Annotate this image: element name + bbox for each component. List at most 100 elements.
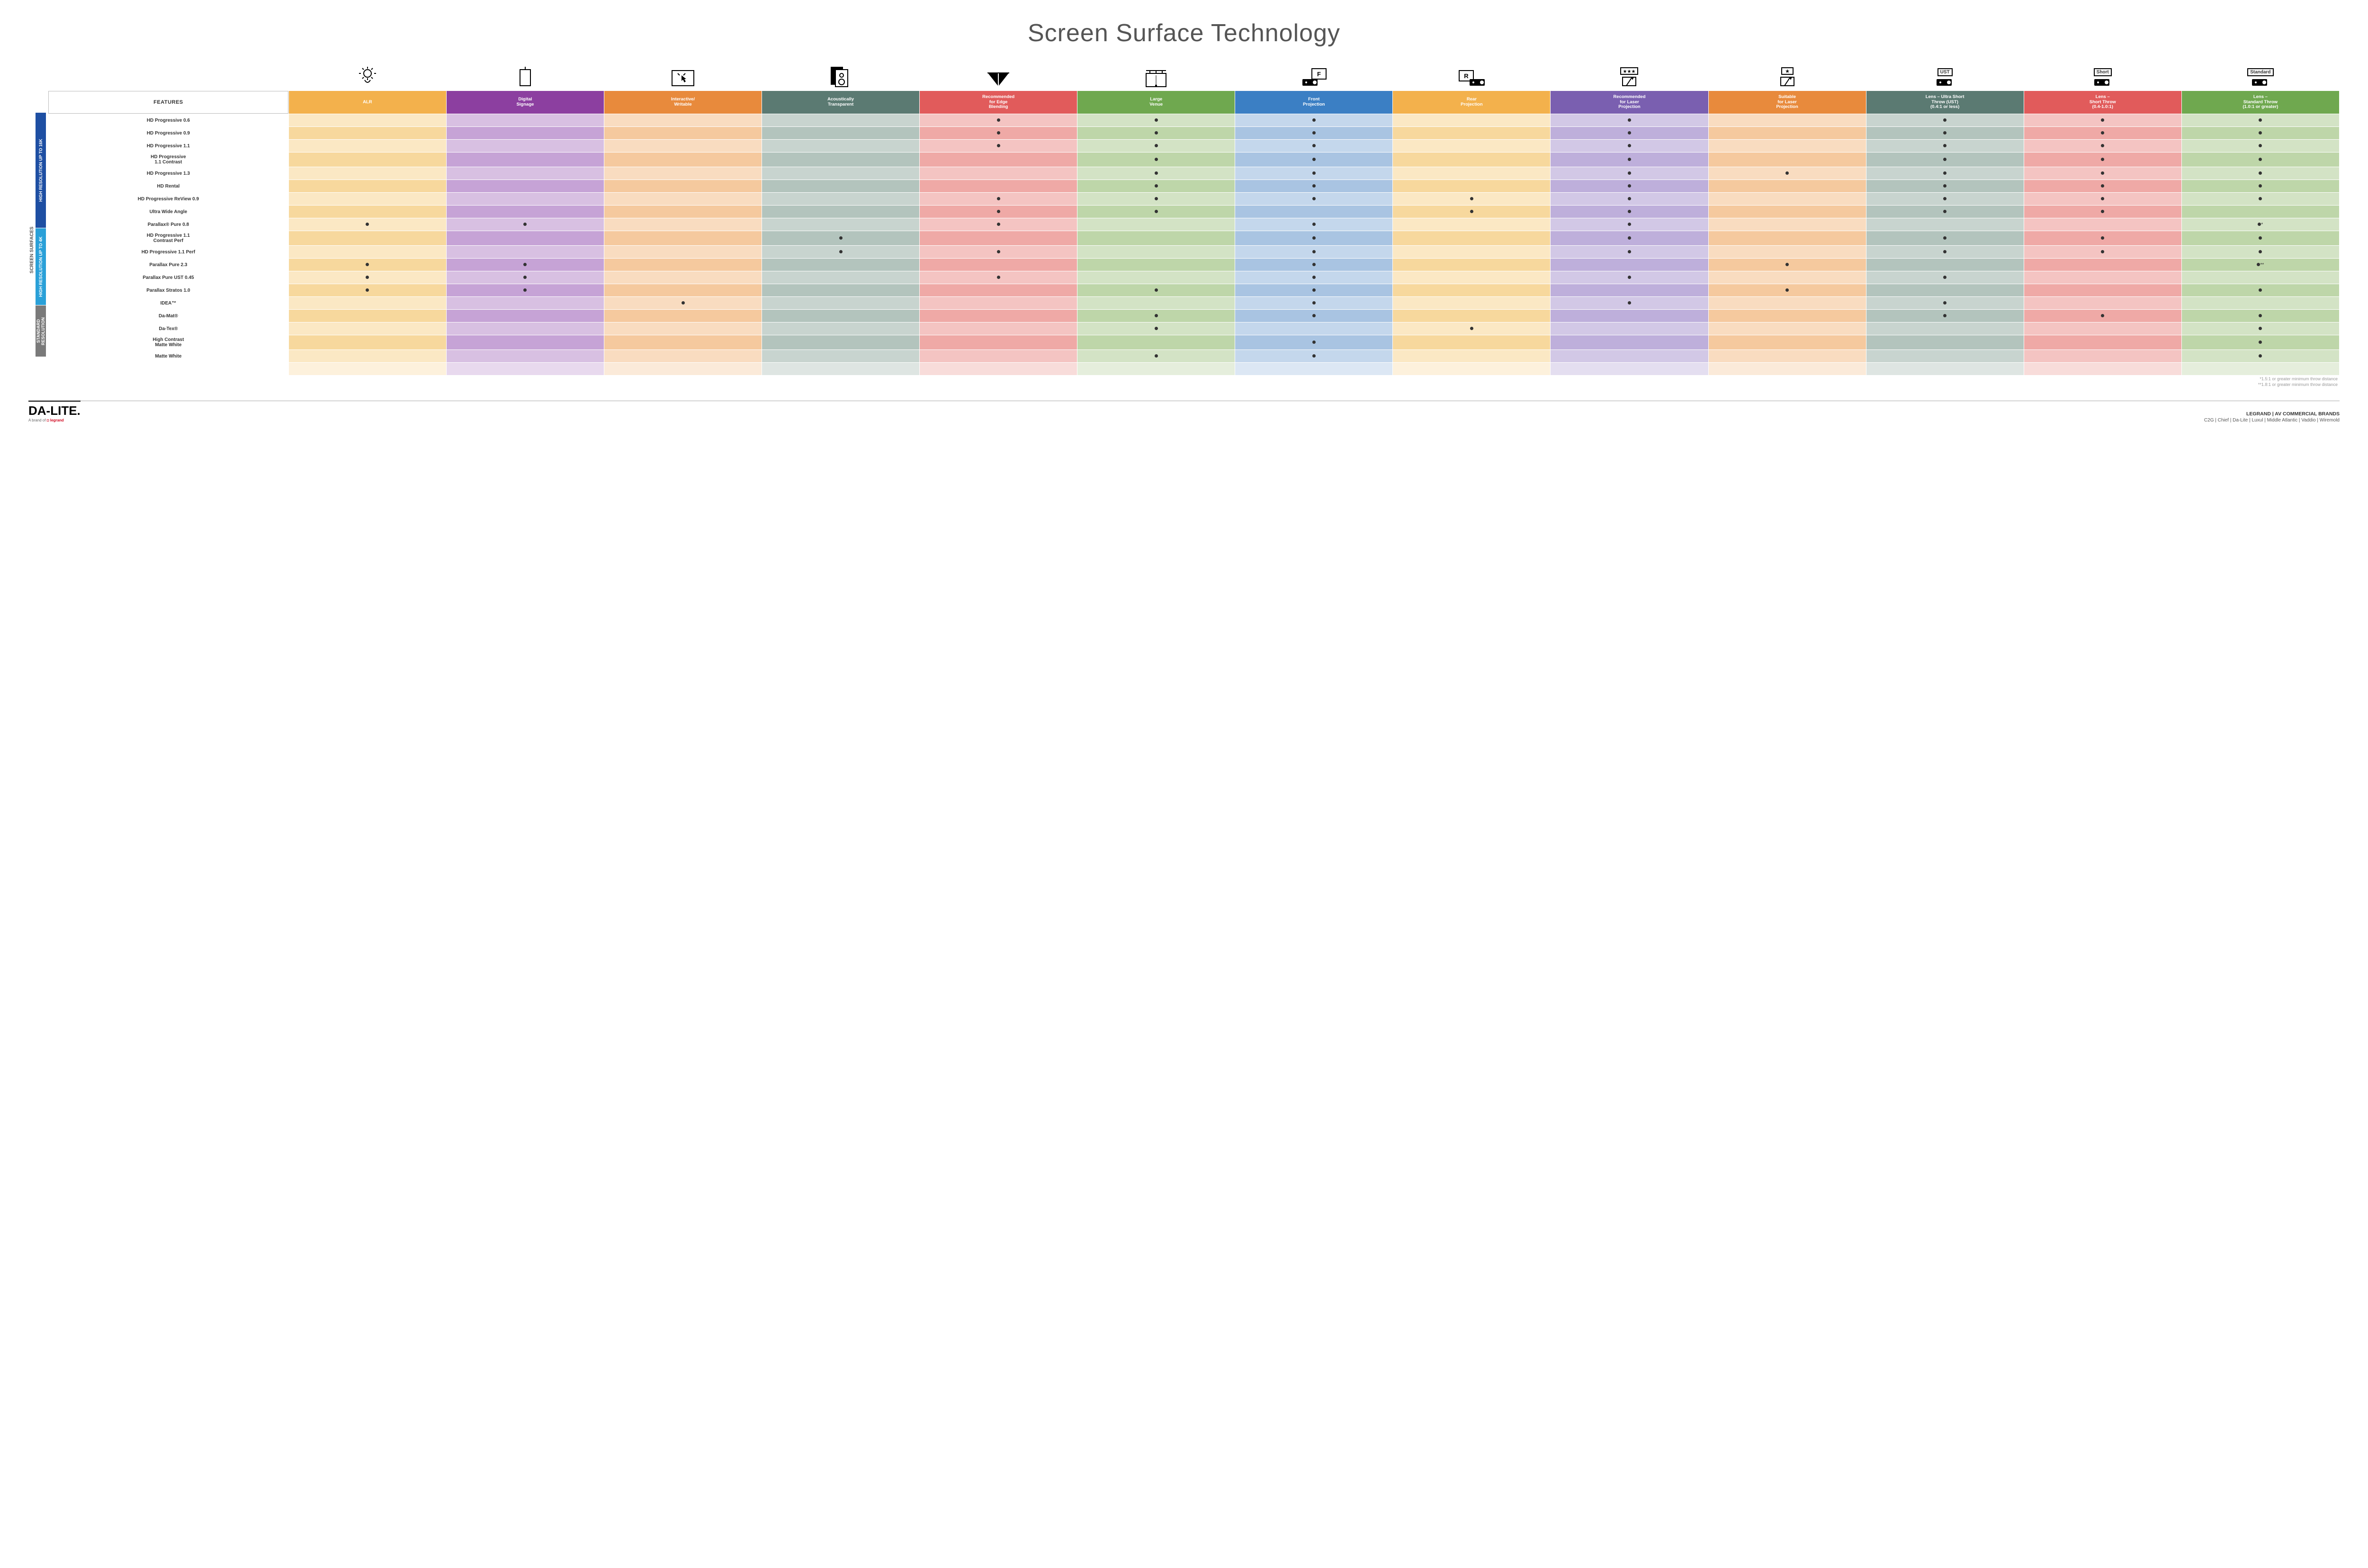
cell — [289, 218, 446, 231]
cell — [1077, 284, 1235, 296]
cell — [920, 167, 1077, 179]
cell — [1393, 323, 1550, 335]
cell — [1866, 310, 2024, 322]
cell — [920, 323, 1077, 335]
cell — [447, 193, 604, 205]
cell — [1709, 114, 1866, 126]
row-label: Da-Mat® — [48, 310, 288, 322]
column-header-short: Lens –Short Throw(0.4-1.0:1) — [2024, 91, 2181, 114]
cell — [1077, 140, 1235, 152]
table-row: High ContrastMatte White — [48, 335, 2339, 349]
cell — [1866, 193, 2024, 205]
cell — [2182, 140, 2339, 152]
cell — [762, 259, 919, 271]
cell — [1393, 127, 1550, 139]
cell — [289, 152, 446, 167]
cell — [289, 335, 446, 349]
cell — [1551, 180, 1708, 192]
cell — [2024, 335, 2181, 349]
cell — [1235, 167, 1392, 179]
cell — [1235, 206, 1392, 218]
table-row: HD Progressive 1.1 Perf — [48, 246, 2339, 258]
cell — [604, 246, 762, 258]
svg-text:F: F — [1317, 71, 1321, 78]
column-icon-short: Short — [2024, 62, 2181, 90]
column-header-digital: DigitalSignage — [447, 91, 604, 114]
cell — [920, 259, 1077, 271]
column-icon-ust: UST — [1866, 62, 2024, 90]
cell — [762, 140, 919, 152]
cell — [1551, 350, 1708, 362]
cell — [447, 218, 604, 231]
cell — [1551, 206, 1708, 218]
cell — [1393, 231, 1550, 245]
cell — [920, 193, 1077, 205]
cell — [1235, 127, 1392, 139]
cell — [289, 259, 446, 271]
cell — [1235, 297, 1392, 309]
cell — [2024, 246, 2181, 258]
cell — [1709, 180, 1866, 192]
cell — [604, 335, 762, 349]
cell — [920, 246, 1077, 258]
cell — [1393, 180, 1550, 192]
cell — [1393, 297, 1550, 309]
cell — [1709, 246, 1866, 258]
cell — [762, 152, 919, 167]
cell — [2024, 180, 2181, 192]
cell — [1393, 114, 1550, 126]
cell — [1235, 246, 1392, 258]
column-icon-digital — [447, 62, 604, 90]
cell — [1077, 127, 1235, 139]
column-icon-rear: R — [1393, 62, 1550, 90]
cell — [1866, 335, 2024, 349]
cell — [1709, 297, 1866, 309]
cell — [1709, 218, 1866, 231]
footer-right: LEGRAND | AV COMMERCIAL BRANDS C2G | Chi… — [2204, 409, 2340, 424]
cell — [762, 323, 919, 335]
cell — [2182, 152, 2339, 167]
cell — [1709, 310, 1866, 322]
table-row: HD Rental — [48, 180, 2339, 192]
cell — [2024, 152, 2181, 167]
cell — [1235, 231, 1392, 245]
cell — [1551, 310, 1708, 322]
column-icon-reclaser: ★★★ — [1551, 62, 1708, 90]
side-outer-label: SCREEN SURFACES — [28, 113, 36, 387]
cell — [1551, 231, 1708, 245]
column-header-alr: ALR — [289, 91, 446, 114]
cell — [1393, 152, 1550, 167]
cell — [920, 140, 1077, 152]
cell — [1077, 259, 1235, 271]
cell — [1235, 350, 1392, 362]
cell — [1709, 259, 1866, 271]
cell — [2024, 114, 2181, 126]
row-label: Parallax Pure UST 0.45 — [48, 271, 288, 284]
cell — [604, 310, 762, 322]
cell — [1866, 297, 2024, 309]
row-label: Parallax Pure 2.3 — [48, 259, 288, 271]
cell — [604, 193, 762, 205]
cell — [1077, 246, 1235, 258]
page-title: Screen Surface Technology — [28, 19, 2340, 47]
cell — [920, 335, 1077, 349]
cell — [447, 180, 604, 192]
cell — [447, 152, 604, 167]
cell — [1393, 246, 1550, 258]
row-group-label: HIGH RESOLUTION UP TO 16K — [36, 113, 46, 228]
cell — [289, 246, 446, 258]
cell — [2182, 246, 2339, 258]
cell — [1551, 193, 1708, 205]
cell — [1235, 152, 1392, 167]
cell — [920, 114, 1077, 126]
cell — [2182, 114, 2339, 126]
column-header-interactive: Interactive/Writable — [604, 91, 762, 114]
cell — [1077, 271, 1235, 284]
table-row: Matte White — [48, 350, 2339, 362]
row-label: Parallax® Pure 0.8 — [48, 218, 288, 231]
cell — [2024, 231, 2181, 245]
cell — [604, 206, 762, 218]
cell — [920, 310, 1077, 322]
cell — [2024, 310, 2181, 322]
cell — [1393, 310, 1550, 322]
